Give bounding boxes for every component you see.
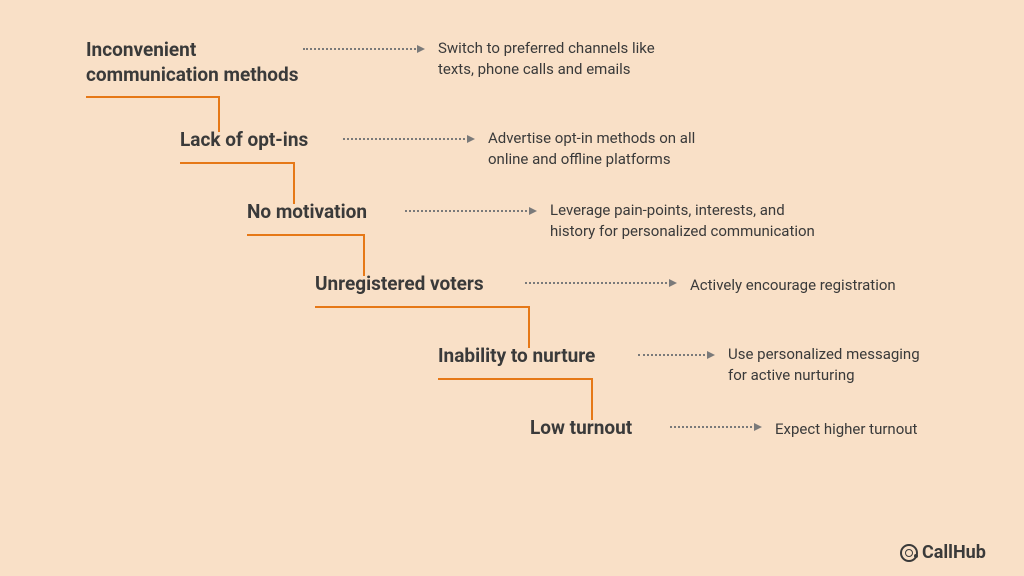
connector-h-3 (315, 306, 530, 308)
solution-0: Switch to preferred channels liketexts, … (438, 38, 738, 80)
problem-5: Low turnout (530, 416, 710, 441)
problem-0: Inconvenientcommunication methods (86, 38, 346, 87)
dotted-arrow-0 (303, 48, 423, 50)
solution-5: Expect higher turnout (775, 419, 1024, 440)
solution-3: Actively encourage registration (690, 275, 990, 296)
connector-v-3 (528, 306, 530, 348)
globe-icon (900, 544, 918, 562)
connector-h-4 (438, 378, 593, 380)
problem-3: Unregistered voters (315, 272, 535, 297)
dotted-arrow-1 (343, 138, 473, 140)
connector-h-2 (247, 234, 365, 236)
connector-v-4 (591, 378, 593, 420)
solution-2: Leverage pain-points, interests, andhist… (550, 200, 880, 242)
callhub-logo: CallHub (900, 542, 986, 563)
connector-v-2 (363, 234, 365, 276)
diagram-canvas: Inconvenientcommunication methods Switch … (0, 0, 1024, 576)
dotted-arrow-4 (638, 354, 713, 356)
dotted-arrow-3 (525, 282, 675, 284)
connector-v-1 (293, 162, 295, 204)
dotted-arrow-5 (670, 426, 760, 428)
connector-v-0 (218, 96, 220, 132)
problem-1: Lack of opt-ins (180, 128, 380, 153)
solution-1: Advertise opt-in methods on allonline an… (488, 128, 788, 170)
logo-text: CallHub (922, 542, 986, 563)
connector-h-0 (86, 96, 220, 98)
problem-4: Inability to nurture (438, 344, 658, 369)
problem-2: No motivation (247, 200, 447, 225)
dotted-arrow-2 (405, 210, 535, 212)
connector-h-1 (180, 162, 295, 164)
solution-4: Use personalized messagingfor active nur… (728, 344, 1008, 386)
